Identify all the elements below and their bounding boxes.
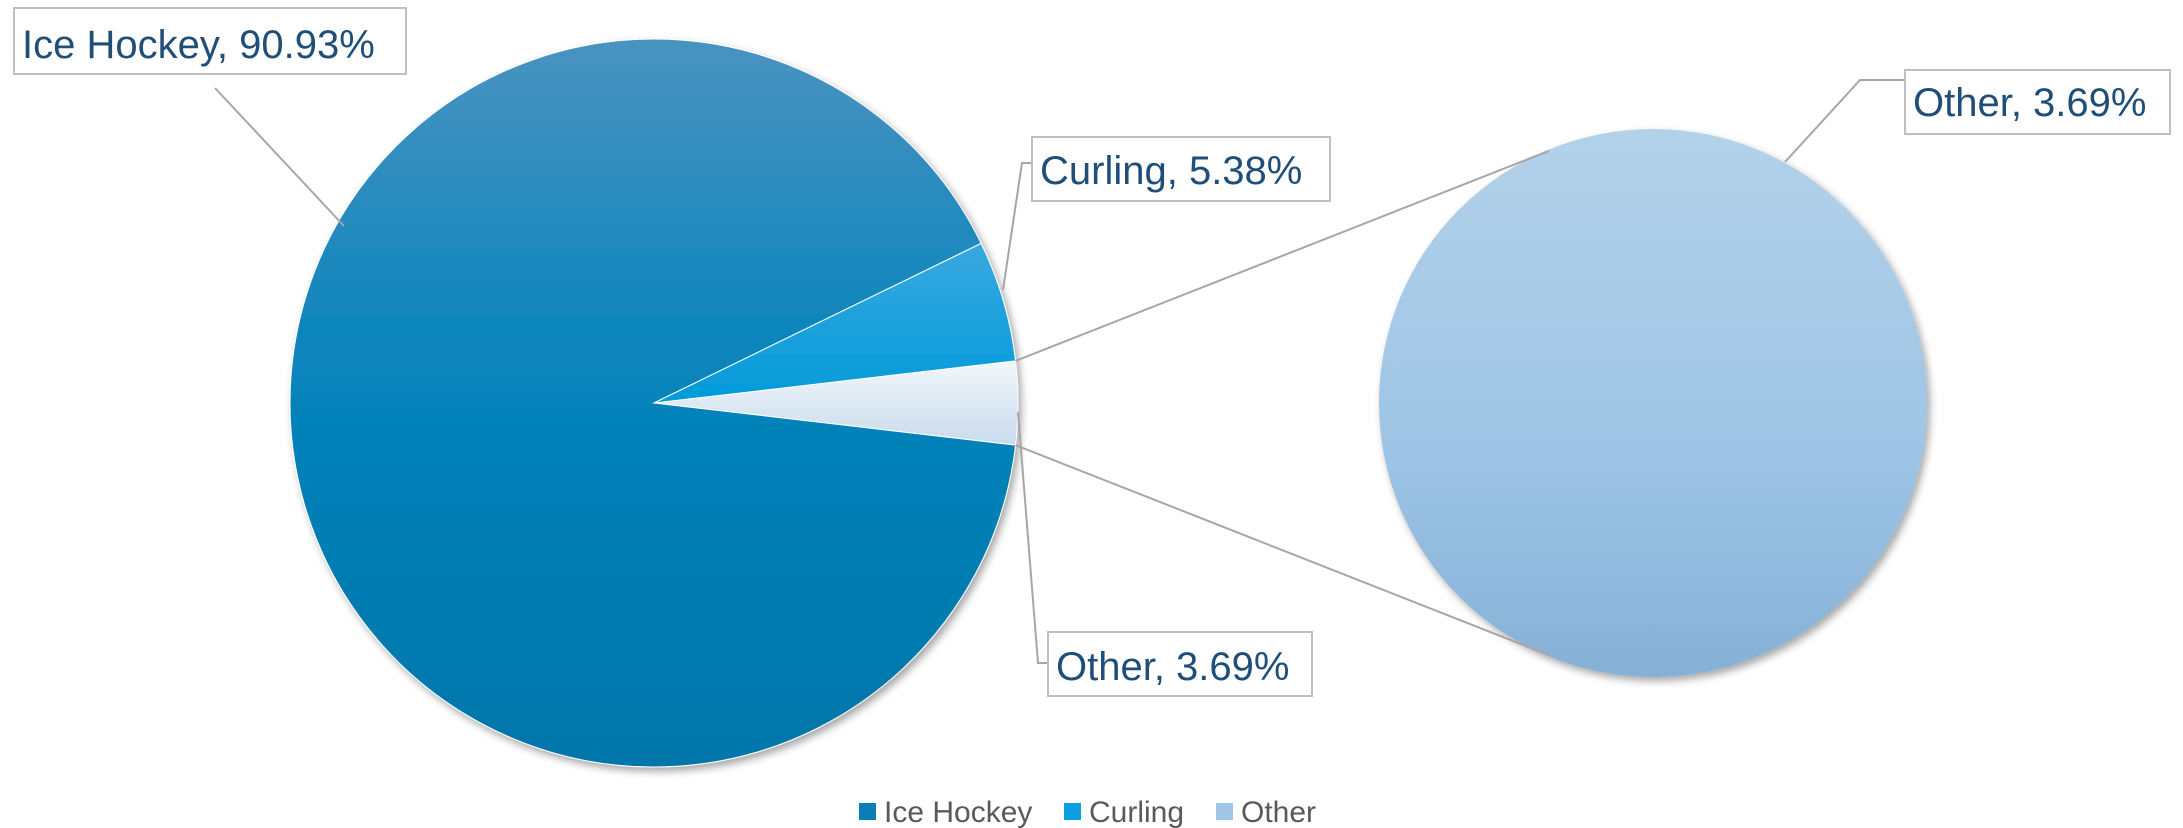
connector-line-bottom bbox=[1015, 444, 1550, 657]
leader-lines bbox=[214, 79, 1905, 664]
legend-label-other: Other bbox=[1241, 796, 1316, 828]
leader-line-secondary-other bbox=[1784, 79, 1905, 163]
data-label-ice-hockey-text: Ice Hockey, 90.93% bbox=[22, 23, 375, 67]
legend-swatch-other bbox=[1216, 803, 1233, 820]
data-label-other: Other, 3.69% bbox=[1047, 631, 1313, 697]
data-label-other-text: Other, 3.69% bbox=[1056, 645, 1289, 689]
leader-line-ice-hockey bbox=[214, 87, 345, 227]
secondary-pie bbox=[1379, 129, 1927, 677]
legend-label-ice-hockey: Ice Hockey bbox=[884, 796, 1032, 828]
data-label-ice-hockey: Ice Hockey, 90.93% bbox=[13, 7, 407, 75]
legend-swatch-curling bbox=[1064, 803, 1081, 820]
leader-line-other bbox=[1017, 411, 1048, 664]
legend: Ice Hockey Curling Other bbox=[859, 796, 1316, 828]
pie-connector-lines bbox=[1015, 149, 1550, 657]
data-label-secondary-other: Other, 3.69% bbox=[1904, 69, 2171, 135]
legend-label-curling: Curling bbox=[1089, 796, 1184, 828]
pie-slice-ice-hockey bbox=[289, 38, 1017, 768]
primary-pie bbox=[289, 38, 1019, 768]
connector-line-top bbox=[1015, 149, 1550, 362]
secondary-pie-slice-other bbox=[1379, 129, 1927, 677]
data-label-curling: Curling, 5.38% bbox=[1031, 136, 1331, 202]
legend-swatch-ice-hockey bbox=[859, 803, 876, 820]
data-label-curling-text: Curling, 5.38% bbox=[1040, 149, 1302, 193]
data-label-secondary-other-text: Other, 3.69% bbox=[1913, 81, 2146, 125]
leader-line-curling bbox=[1002, 162, 1032, 291]
